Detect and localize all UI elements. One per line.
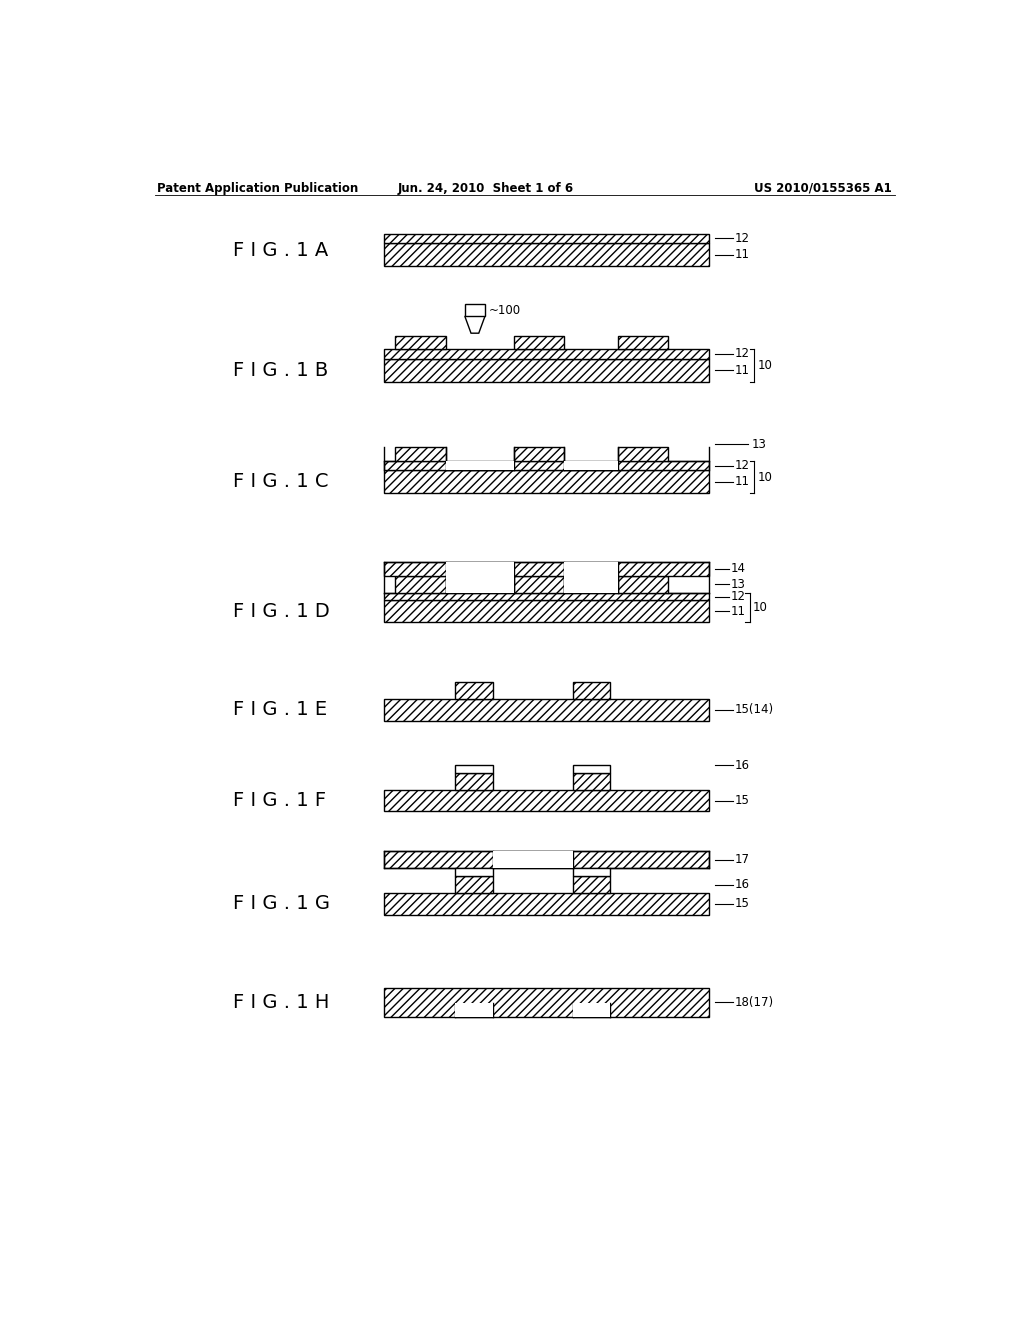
Bar — [384, 894, 710, 915]
Bar — [456, 682, 493, 700]
Text: F I G . 1 E: F I G . 1 E — [232, 700, 327, 719]
Bar — [618, 335, 669, 350]
Text: 10: 10 — [758, 359, 772, 372]
Text: F I G . 1 D: F I G . 1 D — [232, 602, 330, 620]
Text: US 2010/0155365 A1: US 2010/0155365 A1 — [755, 182, 892, 194]
Text: 10: 10 — [753, 601, 768, 614]
Text: 18(17): 18(17) — [735, 995, 774, 1008]
Bar — [514, 447, 564, 461]
Bar — [445, 461, 514, 470]
Text: F I G . 1 A: F I G . 1 A — [232, 240, 328, 260]
Text: 13: 13 — [752, 437, 767, 450]
Text: F I G . 1 F: F I G . 1 F — [232, 791, 326, 810]
Text: 13: 13 — [731, 578, 745, 591]
Bar — [395, 335, 445, 350]
Bar — [384, 851, 710, 869]
Bar — [384, 562, 710, 576]
Text: 12: 12 — [735, 347, 750, 360]
Text: F I G . 1 C: F I G . 1 C — [232, 473, 328, 491]
Bar — [493, 851, 572, 869]
Bar — [465, 304, 484, 317]
Bar — [572, 869, 609, 876]
Bar — [572, 774, 609, 789]
Bar — [572, 1003, 609, 1016]
Text: 12: 12 — [735, 459, 750, 473]
Bar — [456, 876, 493, 894]
Bar — [572, 766, 609, 774]
Bar — [572, 682, 609, 700]
Bar — [456, 766, 493, 774]
Bar — [384, 461, 710, 470]
Text: 15: 15 — [735, 795, 750, 807]
Bar — [384, 359, 710, 381]
Bar — [618, 447, 669, 461]
Bar — [384, 234, 710, 243]
Bar — [395, 576, 445, 593]
Text: 16: 16 — [735, 759, 750, 772]
Bar — [564, 461, 618, 470]
Bar — [456, 1003, 493, 1016]
Bar — [514, 335, 564, 350]
Text: Patent Application Publication: Patent Application Publication — [158, 182, 358, 194]
Bar — [384, 789, 710, 812]
Bar — [384, 243, 710, 267]
Text: Jun. 24, 2010  Sheet 1 of 6: Jun. 24, 2010 Sheet 1 of 6 — [398, 182, 574, 194]
Text: F I G . 1 H: F I G . 1 H — [232, 993, 329, 1012]
Bar — [445, 576, 514, 593]
Text: 15(14): 15(14) — [735, 704, 774, 717]
Text: 11: 11 — [735, 475, 750, 488]
Bar — [384, 601, 710, 622]
Bar — [564, 576, 618, 593]
Text: 11: 11 — [731, 605, 745, 618]
Text: F I G . 1 B: F I G . 1 B — [232, 360, 328, 380]
Bar — [456, 869, 493, 876]
Text: 15: 15 — [735, 898, 750, 911]
Text: 17: 17 — [735, 853, 750, 866]
Bar — [456, 774, 493, 789]
Bar — [384, 350, 710, 359]
Bar — [395, 447, 445, 461]
Text: 14: 14 — [731, 562, 745, 576]
Bar — [618, 576, 669, 593]
Text: 16: 16 — [735, 878, 750, 891]
Text: F I G . 1 G: F I G . 1 G — [232, 894, 330, 913]
Bar — [445, 562, 514, 576]
Bar — [384, 470, 710, 494]
Polygon shape — [465, 317, 485, 333]
Text: 11: 11 — [735, 248, 750, 261]
Bar — [514, 576, 564, 593]
Text: ~100: ~100 — [488, 304, 520, 317]
Bar — [572, 876, 609, 894]
Bar — [384, 593, 710, 601]
Text: 11: 11 — [735, 363, 750, 376]
Bar — [564, 562, 618, 576]
Text: 10: 10 — [758, 471, 772, 483]
Text: 12: 12 — [735, 232, 750, 246]
Bar — [384, 700, 710, 721]
Bar — [384, 987, 710, 1016]
Text: 12: 12 — [731, 590, 745, 603]
